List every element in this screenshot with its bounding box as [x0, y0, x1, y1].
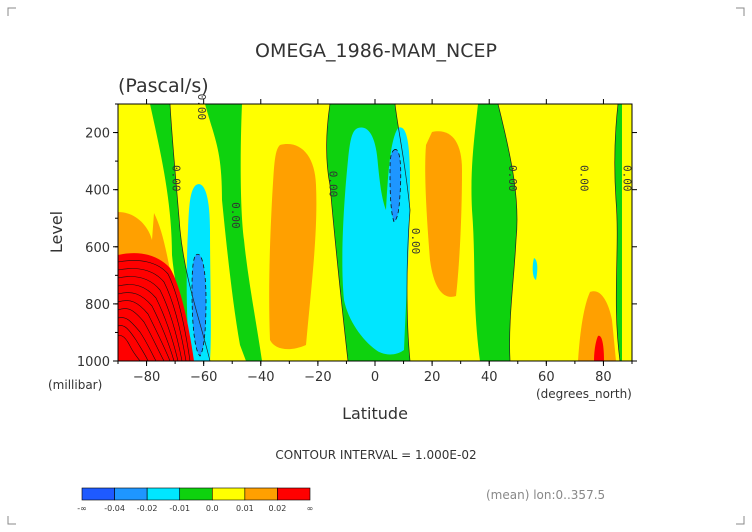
- chart-subtitle: (Pascal/s): [118, 75, 209, 97]
- region-blue-equator: [390, 149, 401, 222]
- region-blue-south: [192, 254, 206, 356]
- x-tick-labels: −80 −60 −40 −20 0 20 40 60 80: [133, 370, 612, 385]
- region-orange-north: [425, 131, 462, 297]
- contour-label: 0.00: [195, 94, 208, 121]
- colorbar-label: -∞: [77, 504, 87, 513]
- y-axis-units: (millibar): [48, 378, 102, 392]
- x-tick-label: 20: [424, 370, 441, 385]
- region-red-south: [118, 253, 194, 361]
- x-tick-label: −40: [247, 370, 274, 385]
- y-tick-labels: 200 400 600 800 1000: [77, 127, 110, 370]
- colorbar-swatch: [277, 487, 311, 501]
- contour-label: 0.00: [326, 171, 339, 198]
- colorbar-swatch: [179, 487, 213, 501]
- contour-label: 0.00: [409, 228, 422, 255]
- x-tick-label: −20: [304, 370, 331, 385]
- contour-label: 0.00: [229, 202, 242, 229]
- colorbar-swatch: [81, 487, 115, 501]
- contour-label: 0.00: [578, 165, 591, 192]
- colorbar-label: ∞: [307, 504, 314, 513]
- colorbar-swatch: [211, 487, 246, 501]
- region-yellow-northmost: [622, 104, 632, 361]
- x-tick-label: 80: [595, 370, 612, 385]
- region-orange-far-north: [578, 291, 616, 361]
- contour-label: 0.00: [169, 165, 182, 192]
- x-tick-label: −60: [190, 370, 217, 385]
- y-tick-label: 400: [85, 184, 110, 199]
- region-cyan-north-spot: [532, 258, 538, 280]
- colorbar-label: -0.02: [137, 504, 158, 513]
- chart-title: OMEGA_1986-MAM_NCEP: [255, 40, 497, 62]
- colorbar-label: 0.02: [269, 504, 287, 513]
- y-tick-label: 600: [85, 241, 110, 256]
- x-tick-label: 60: [538, 370, 555, 385]
- x-tick-label: −80: [133, 370, 160, 385]
- colorbar-labels: -∞ -0.04 -0.02 -0.01 0.0 0.01 0.02 ∞: [77, 504, 313, 513]
- y-tick-label: 800: [85, 298, 110, 313]
- region-orange-south-mid: [269, 144, 317, 350]
- colorbar-label: -0.01: [169, 504, 190, 513]
- contour-label: 0.00: [506, 165, 519, 192]
- dashed-contours: [191, 149, 402, 357]
- crop-marks: [7, 7, 745, 525]
- contour-interval-label: CONTOUR INTERVAL = 1.000E-02: [275, 448, 476, 462]
- zero-contours: [169, 104, 621, 361]
- y-tick-label: 200: [85, 127, 110, 142]
- y-axis-label: Level: [47, 211, 66, 253]
- colorbar-swatch: [114, 487, 148, 501]
- contour-label: 0.00: [620, 165, 633, 192]
- colorbar-label: 0.0: [206, 504, 219, 513]
- footer-mean-text: (mean) lon:0..357.5: [486, 488, 605, 502]
- colorbar-label: 0.01: [236, 504, 254, 513]
- x-tick-label: 0: [371, 370, 379, 385]
- colorbar-swatch: [146, 487, 181, 501]
- x-axis-units: (degrees_north): [536, 387, 632, 401]
- region-red-north-spot: [594, 335, 604, 361]
- axis-ticks: [113, 99, 637, 366]
- y-tick-label: 1000: [77, 355, 110, 370]
- colorbar-swatch: [244, 487, 278, 501]
- plot-area: 0.00 0.00 0.00 0.00 0.00 0.00 0.00 0.00: [113, 94, 637, 366]
- x-tick-label: 40: [481, 370, 498, 385]
- x-axis-label: Latitude: [342, 404, 408, 423]
- colorbar: [81, 487, 311, 501]
- dense-contours: [118, 260, 191, 361]
- colorbar-label: -0.04: [104, 504, 125, 513]
- contour-labels: 0.00 0.00 0.00 0.00 0.00 0.00 0.00 0.00: [169, 94, 633, 255]
